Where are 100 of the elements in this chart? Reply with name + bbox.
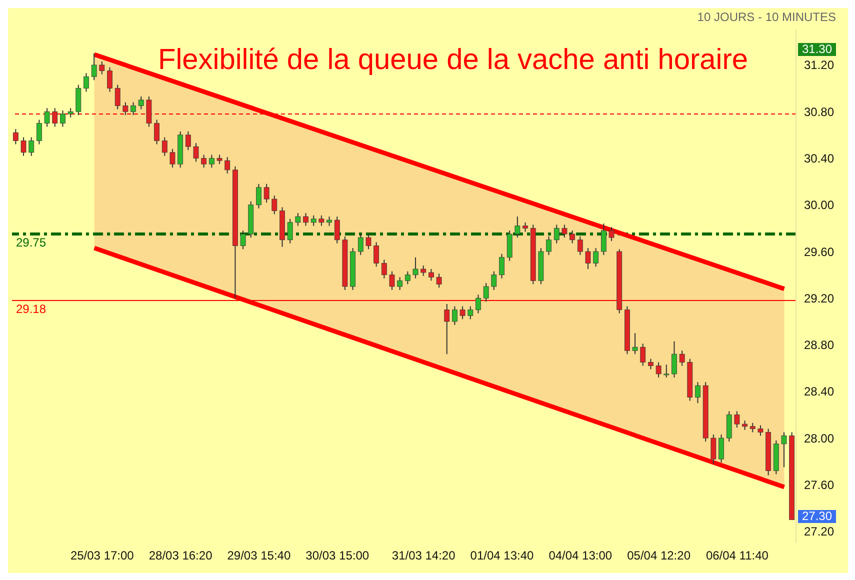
candlestick (546, 236, 552, 256)
candlestick (162, 136, 168, 156)
candlestick (318, 214, 324, 226)
candlestick (656, 362, 662, 378)
candlestick (224, 156, 230, 174)
candlestick (334, 216, 340, 244)
candlestick (522, 222, 528, 232)
y-tick-label: 31.20 (804, 58, 834, 72)
candlestick (648, 358, 654, 370)
text: 27.30 (798, 508, 836, 523)
candlestick (303, 212, 308, 226)
candlestick (420, 265, 426, 277)
text: 31.30 (798, 42, 836, 56)
candlestick (44, 108, 50, 128)
candlestick (185, 130, 191, 151)
candlestick (216, 154, 222, 165)
y-tick-label: 29.20 (804, 291, 834, 306)
text: Flexibilité de la queue de la vache anti horaire (158, 44, 748, 77)
candlestick (600, 223, 606, 256)
candlestick (28, 136, 34, 156)
candlestick (554, 224, 560, 244)
candlestick (664, 364, 670, 378)
candlestick (310, 214, 316, 226)
candlestick (122, 102, 128, 116)
candlestick (193, 142, 199, 162)
x-tick-label: 31/03 14:20 (392, 548, 456, 563)
candlestick (608, 226, 614, 242)
x-tick-label: 01/04 13:40 (470, 548, 534, 563)
candlestick (76, 84, 82, 116)
candlestick (679, 350, 685, 366)
candlestick (272, 195, 278, 215)
x-tick-label: 04/04 13:00 (548, 548, 612, 563)
candlestick (287, 218, 293, 244)
candlestick (52, 108, 58, 128)
candlestick (562, 224, 568, 238)
candlestick (476, 294, 481, 314)
candlestick (632, 332, 638, 355)
y-tick-label: 30.80 (804, 104, 834, 119)
candlestick (366, 234, 372, 250)
candlestick (146, 96, 152, 128)
candlestick (506, 230, 512, 262)
candlestick (577, 236, 583, 256)
chart-subtitle: 10 JOURS - 10 MINUTES (697, 10, 836, 24)
candlestick (295, 212, 301, 226)
candlestick (734, 410, 740, 428)
candlestick (256, 183, 262, 209)
candlestick (264, 183, 270, 204)
y-tick-label: 30.00 (804, 198, 834, 212)
x-tick-label: 25/03 17:00 (70, 548, 134, 563)
candlestick (781, 432, 787, 468)
candlestick (91, 52, 97, 81)
candlestick (412, 256, 418, 279)
candlestick (718, 434, 724, 464)
candlestick (208, 154, 214, 168)
candlestick (695, 382, 700, 404)
candlestick (491, 270, 497, 290)
x-tick-label: 05/04 12:20 (627, 548, 691, 563)
candlestick (84, 72, 89, 92)
candlestick (593, 248, 599, 268)
candlestick (99, 60, 105, 75)
candlestick (428, 268, 434, 282)
candlestick (130, 102, 136, 116)
candlestick (758, 424, 764, 436)
y-tick-label: 28.80 (804, 338, 834, 352)
candlestick (240, 230, 246, 250)
candlestick (444, 303, 450, 355)
x-tick-label: 29/03 15:40 (227, 548, 291, 563)
candlestick (358, 234, 364, 256)
candlestick (483, 282, 489, 302)
candlestick (114, 84, 120, 110)
candlestick (404, 270, 410, 285)
y-tick-label: 28.00 (804, 431, 834, 446)
x-tick-label: 28/03 16:20 (148, 548, 213, 563)
candlestick (499, 253, 504, 279)
candlestick (201, 154, 207, 168)
candlestick (436, 273, 442, 288)
candlestick (742, 420, 748, 430)
candlestick (514, 216, 520, 238)
candlestick (468, 306, 474, 320)
x-tick-label: 06/04 11:40 (706, 548, 769, 563)
ref-line-label: 29.18 (16, 302, 46, 316)
candlestick (36, 119, 42, 145)
candlestick (381, 259, 387, 279)
candlestick (326, 216, 332, 226)
candlestick (12, 128, 18, 145)
candlestick (452, 306, 458, 326)
candlestick (107, 66, 112, 92)
y-tick-label: 27.20 (804, 524, 834, 539)
ref-line-label: 29.75 (16, 236, 46, 250)
y-tick-label: 27.60 (804, 478, 834, 492)
candlestick (397, 276, 403, 290)
candlestick (20, 136, 26, 156)
x-tick-label: 30/03 15:00 (306, 548, 370, 563)
candlestick (374, 242, 380, 268)
candlestick (68, 108, 74, 118)
candlestick (154, 119, 160, 145)
candlestick (672, 340, 677, 378)
candlestick (170, 148, 176, 168)
candlestick (585, 248, 591, 270)
y-tick-label: 30.40 (804, 152, 834, 166)
